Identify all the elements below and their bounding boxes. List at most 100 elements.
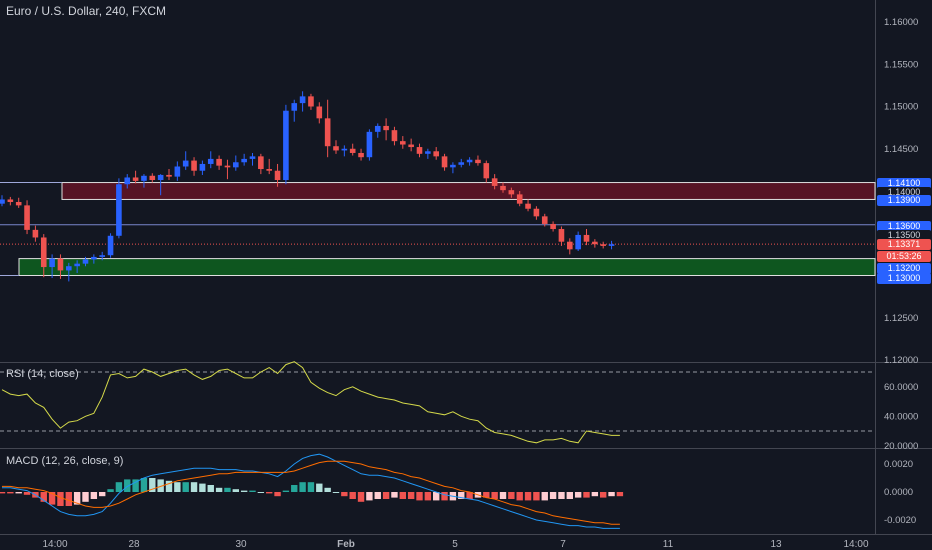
- macd-histogram-bar: [240, 490, 248, 492]
- candle-body: [508, 190, 515, 195]
- candle-body: [283, 110, 289, 181]
- macd-histogram-bar: [132, 479, 139, 492]
- macd-tick-label: -0.0020: [884, 515, 916, 526]
- candle-body: [516, 194, 523, 204]
- time-axis-label: 14:00: [42, 539, 67, 550]
- chart-title: Euro / U.S. Dollar, 240, FXCM: [6, 4, 167, 18]
- macd-histogram-bar: [374, 492, 381, 499]
- time-axis-label: 7: [560, 539, 566, 550]
- tag-line-1360: 1.13600: [877, 221, 931, 232]
- macd-histogram-bar: [48, 492, 56, 505]
- candle-body: [199, 163, 206, 171]
- macd-histogram-bar: [349, 492, 356, 499]
- macd-histogram-bar: [99, 492, 106, 497]
- macd-histogram-bar: [299, 482, 306, 492]
- candle-body: [316, 106, 323, 119]
- candle-body: [450, 164, 456, 168]
- price-tick-label: 1.12000: [884, 355, 918, 366]
- candle-body: [82, 259, 89, 264]
- candle-body: [224, 165, 231, 168]
- candle-body: [7, 199, 14, 202]
- candle-body: [525, 203, 531, 209]
- macd-histogram-bar: [441, 492, 448, 501]
- candle-body: [333, 146, 339, 151]
- macd-histogram-bar: [391, 492, 398, 498]
- macd-histogram-bar: [458, 492, 465, 499]
- macd-histogram-bar: [65, 492, 72, 506]
- candle-body: [40, 237, 47, 268]
- macd-histogram-bar: [257, 492, 265, 493]
- macd-histogram-bar: [174, 482, 181, 492]
- candle-body: [374, 125, 381, 132]
- macd-histogram-bar: [558, 492, 565, 499]
- candle-body: [358, 152, 364, 158]
- macd-histogram-bar: [399, 492, 406, 499]
- candle-body: [166, 174, 172, 177]
- macd-histogram-bar: [7, 492, 14, 494]
- macd-histogram-bar: [524, 492, 532, 501]
- macd-histogram-bar: [15, 492, 22, 494]
- macd-histogram-bar: [591, 492, 599, 497]
- candle-body: [441, 156, 448, 168]
- candle-body: [366, 131, 373, 158]
- price-tick-label: 1.15000: [884, 102, 918, 113]
- candle-body: [266, 169, 272, 171]
- resistance-zone: [61, 182, 876, 200]
- candle-body: [349, 148, 356, 153]
- candle-body: [391, 130, 398, 142]
- tag-resist-top2: 1.14000: [877, 187, 931, 198]
- candle-body: [0, 199, 5, 204]
- macd-histogram-bar: [249, 490, 256, 492]
- macd-tick-label: 0.0020: [884, 459, 913, 470]
- macd-histogram-bar: [90, 492, 98, 499]
- time-axis-label: 30: [235, 539, 247, 550]
- candle-body: [608, 244, 615, 246]
- time-axis-label: 28: [128, 539, 140, 550]
- macd-histogram-bar: [0, 492, 6, 494]
- price-tick-label: 1.12500: [884, 313, 918, 324]
- candle-body: [174, 166, 181, 177]
- macd-histogram-bar: [324, 487, 331, 492]
- macd-ticks-group: 0.0020 0.0000 -0.0020: [884, 459, 916, 526]
- candle-body: [149, 175, 156, 181]
- candle-body: [99, 255, 105, 257]
- candle-body: [416, 147, 423, 154]
- macd-histogram-bar: [282, 490, 290, 492]
- macd-histogram-bar: [516, 492, 523, 501]
- rsi-tick-label: 20.0000: [884, 441, 918, 452]
- price-tick-label: 1.16000: [884, 17, 918, 28]
- macd-histogram-bar: [316, 483, 323, 492]
- candle-body: [107, 235, 114, 256]
- macd-histogram-bar: [508, 492, 515, 499]
- macd-histogram-bar: [307, 482, 315, 492]
- candle-body: [24, 205, 30, 230]
- rsi-ticks-group: 60.0000 40.0000 20.0000: [884, 382, 918, 452]
- macd-histogram-bar: [616, 492, 624, 497]
- tag-support-bottom: 1.13000: [877, 273, 931, 284]
- candle-body: [408, 144, 414, 148]
- macd-histogram-bar: [207, 485, 214, 492]
- macd-line: [2, 453, 620, 529]
- time-axis-label: Feb: [337, 539, 355, 550]
- macd-histogram-bar: [82, 492, 89, 502]
- macd-histogram-bar: [533, 492, 540, 501]
- macd-histogram-bar: [199, 483, 206, 492]
- candle-body: [483, 163, 490, 179]
- macd-histogram-bar: [232, 489, 239, 492]
- candle-body: [425, 151, 431, 154]
- macd-histogram-bar: [433, 492, 440, 501]
- candle-body: [274, 170, 281, 181]
- time-axis-label: 13: [770, 539, 782, 550]
- price-tick-label: 1.15500: [884, 59, 918, 70]
- rsi-tick-label: 40.0000: [884, 411, 918, 422]
- candles-group: [0, 91, 615, 282]
- candle-body: [341, 148, 348, 151]
- candle-body: [249, 156, 256, 159]
- macd-histogram-bar: [574, 492, 582, 498]
- price-tick-label: 1.14500: [884, 144, 918, 155]
- candle-body: [383, 125, 389, 131]
- candle-body: [49, 258, 55, 268]
- tag-countdown: 01:53:26: [877, 251, 931, 262]
- candle-body: [57, 258, 64, 271]
